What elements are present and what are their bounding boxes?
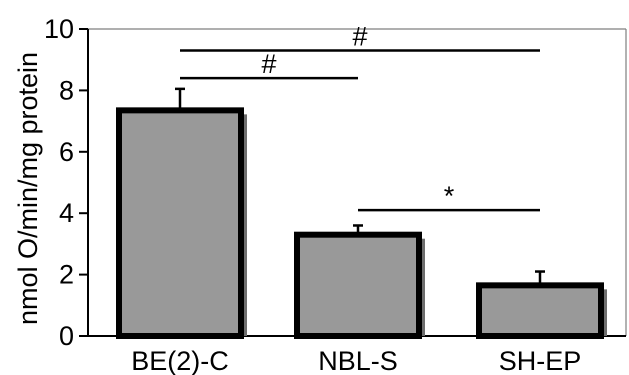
y-axis-label: nmol O/min/mg protein (13, 52, 43, 325)
bar (476, 282, 604, 339)
y-tick-label: 0 (59, 321, 74, 351)
y-tick-label: 4 (59, 198, 74, 228)
y-tick-label: 10 (44, 14, 74, 44)
y-tick-label: 8 (59, 75, 74, 105)
y-tick-label: 6 (59, 137, 74, 167)
significance-label: # (261, 49, 276, 79)
significance-label: # (352, 21, 367, 51)
bar (116, 107, 244, 340)
category-label: BE(2)-C (131, 346, 229, 375)
category-label: SH-EP (499, 346, 582, 375)
significance-label: * (444, 181, 455, 211)
category-label: NBL-S (318, 346, 398, 375)
bar (294, 231, 422, 339)
y-tick-label: 2 (59, 260, 74, 290)
